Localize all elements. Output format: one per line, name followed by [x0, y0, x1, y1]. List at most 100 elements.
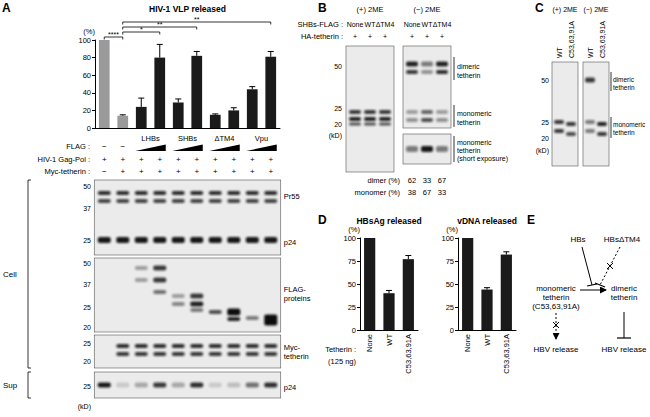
svg-text:HBV release: HBV release	[534, 345, 579, 354]
svg-text:50: 50	[348, 280, 356, 289]
svg-text:HBsAg released: HBsAg released	[356, 216, 421, 226]
svg-text:WT: WT	[385, 334, 394, 346]
svg-text:+: +	[231, 155, 236, 164]
svg-text:−: −	[102, 167, 107, 176]
svg-text:+: +	[353, 33, 357, 40]
svg-text:33: 33	[423, 176, 431, 185]
svg-text:25: 25	[446, 303, 454, 312]
svg-text:A: A	[2, 1, 11, 15]
svg-text:ΔTM4: ΔTM4	[433, 21, 452, 28]
svg-text:HIV-1 VLP released: HIV-1 VLP released	[149, 4, 226, 14]
svg-text:dimeric: dimeric	[457, 63, 480, 70]
svg-text:+: +	[139, 167, 144, 176]
svg-text:monomeric: monomeric	[457, 139, 492, 146]
svg-text:0: 0	[352, 326, 356, 335]
svg-text:(−) 2ME: (−) 2ME	[414, 5, 441, 14]
svg-text:50: 50	[446, 280, 454, 289]
svg-text:Tetherin :: Tetherin :	[325, 345, 356, 354]
svg-text:dimeric: dimeric	[611, 284, 637, 293]
svg-text:25: 25	[83, 383, 91, 390]
svg-text:+: +	[176, 155, 181, 164]
svg-text:+: +	[213, 167, 218, 176]
svg-text:+: +	[157, 167, 162, 176]
svg-text:100: 100	[343, 234, 356, 243]
svg-text:p24: p24	[284, 383, 297, 392]
svg-text:(125 ng): (125 ng)	[328, 357, 356, 366]
svg-text:dimer (%): dimer (%)	[367, 176, 400, 185]
svg-text:FLAG :: FLAG :	[66, 142, 90, 151]
svg-text:dimeric: dimeric	[613, 76, 635, 83]
svg-text:+: +	[157, 155, 162, 164]
svg-text:ΔTM4: ΔTM4	[214, 134, 234, 143]
svg-text:(%): (%)	[348, 225, 360, 234]
svg-text:tetherin: tetherin	[543, 293, 570, 302]
svg-text:25: 25	[83, 304, 91, 311]
svg-text:+: +	[231, 167, 236, 176]
svg-text:****: ****	[108, 31, 119, 38]
svg-text:+: +	[410, 33, 414, 40]
svg-text:25: 25	[348, 303, 356, 312]
svg-text:HA-tetherin :: HA-tetherin :	[301, 32, 343, 41]
svg-text:None: None	[404, 21, 421, 28]
svg-text:monomeric: monomeric	[457, 110, 492, 117]
svg-text:+: +	[213, 155, 218, 164]
svg-text:37: 37	[83, 205, 91, 212]
svg-text:(short exposure): (short exposure)	[457, 155, 508, 163]
svg-text:−: −	[120, 142, 125, 151]
svg-text:HIV-1 Gag-Pol :: HIV-1 Gag-Pol :	[37, 155, 90, 164]
svg-text:Vpu: Vpu	[255, 134, 268, 143]
svg-text:+: +	[120, 155, 125, 164]
svg-text:HBV release: HBV release	[602, 345, 647, 354]
svg-text:C53,63,91A: C53,63,91A	[404, 334, 413, 374]
svg-text:75: 75	[446, 257, 454, 266]
svg-text:67: 67	[423, 188, 431, 197]
svg-text:SHBs-FLAG :: SHBs-FLAG :	[298, 20, 343, 29]
svg-text:Pr55: Pr55	[284, 192, 300, 201]
svg-text:tetherin: tetherin	[457, 119, 480, 126]
svg-text:0: 0	[87, 124, 91, 133]
svg-text:+: +	[102, 155, 107, 164]
svg-text:25: 25	[541, 119, 549, 126]
svg-text:tetherin: tetherin	[457, 72, 480, 79]
svg-text:tetherin: tetherin	[613, 129, 635, 136]
svg-text:Myc-: Myc-	[284, 343, 301, 352]
svg-text:B: B	[318, 1, 327, 15]
svg-text:0: 0	[450, 326, 454, 335]
svg-text:tetherin: tetherin	[611, 293, 638, 302]
svg-text:+: +	[250, 155, 255, 164]
svg-text:+: +	[120, 167, 125, 176]
svg-text:+: +	[368, 33, 372, 40]
svg-text:Sup: Sup	[3, 381, 18, 390]
svg-text:WT: WT	[587, 46, 594, 58]
svg-text:20: 20	[83, 106, 91, 115]
svg-text:WT: WT	[556, 46, 563, 58]
svg-text:E: E	[527, 213, 535, 227]
svg-text:**: **	[194, 16, 200, 23]
svg-text:62: 62	[408, 176, 416, 185]
svg-text:C53,63,91A: C53,63,91A	[599, 21, 606, 58]
svg-text:100: 100	[441, 234, 454, 243]
svg-text:monomer (%): monomer (%)	[355, 188, 401, 197]
svg-text:C53,63,91A: C53,63,91A	[568, 21, 575, 58]
svg-text:+: +	[268, 155, 273, 164]
svg-text:75: 75	[348, 257, 356, 266]
svg-text:50: 50	[83, 260, 91, 267]
svg-text:FLAG-: FLAG-	[284, 285, 307, 294]
svg-text:WT: WT	[365, 21, 377, 28]
svg-text:25: 25	[83, 237, 91, 244]
svg-text:+: +	[383, 33, 387, 40]
svg-text:50: 50	[334, 63, 342, 70]
svg-text:+: +	[194, 167, 199, 176]
svg-text:tetherin: tetherin	[613, 84, 635, 91]
svg-text:+: +	[139, 155, 144, 164]
svg-text:(kD): (kD)	[329, 132, 342, 140]
svg-text:+: +	[440, 33, 444, 40]
svg-text:20: 20	[334, 121, 342, 128]
svg-text:25: 25	[83, 340, 91, 347]
svg-text:WT: WT	[422, 21, 434, 28]
svg-text:(%): (%)	[446, 225, 458, 234]
svg-text:+: +	[176, 167, 181, 176]
svg-text:p24: p24	[284, 238, 297, 247]
svg-text:None: None	[347, 21, 364, 28]
svg-text:+: +	[194, 155, 199, 164]
